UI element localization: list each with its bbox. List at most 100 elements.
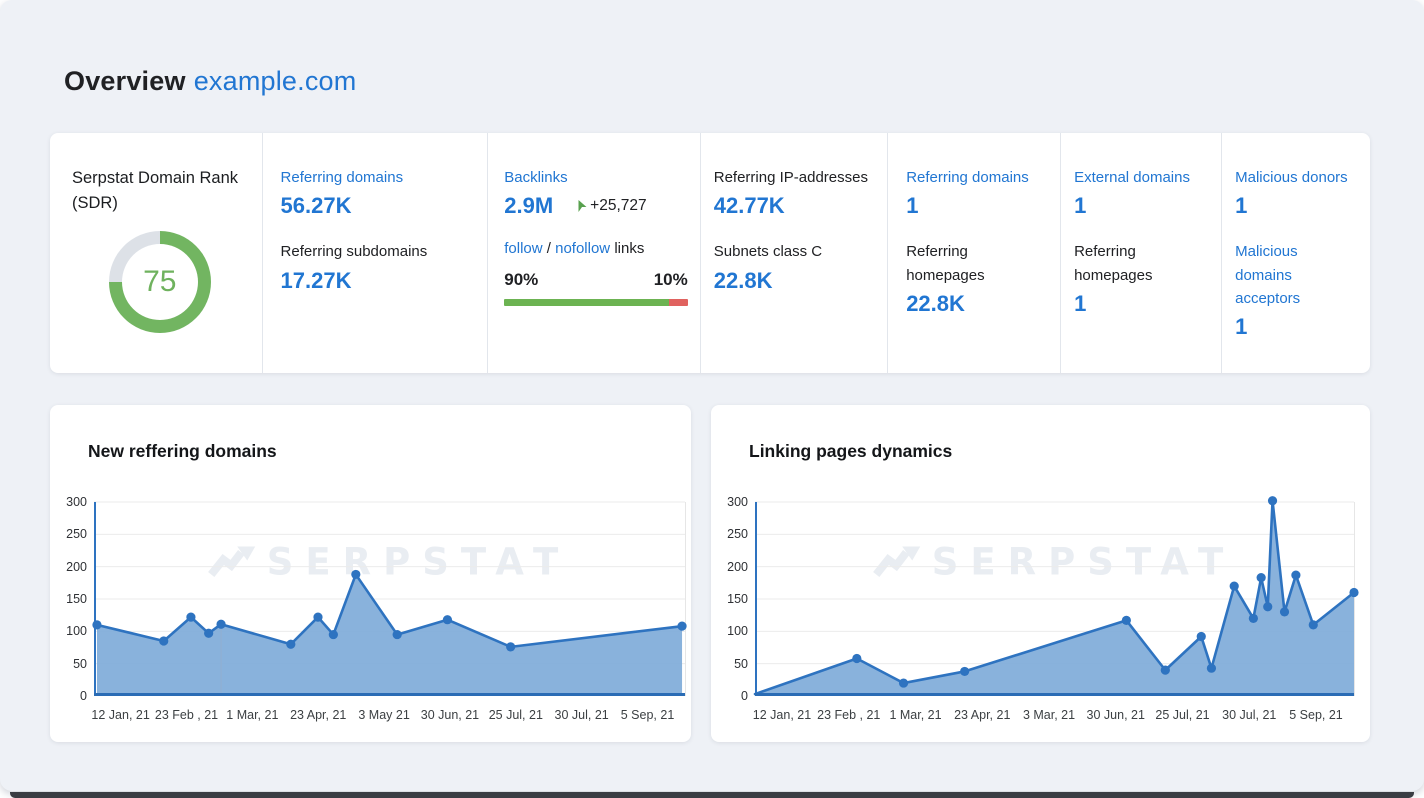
- x-axis: 12 Jan, 21 23 Feb , 21 1 Mar, 21 23 Apr, 21…: [91, 696, 686, 726]
- x-tick-label: 25 Jul, 21: [488, 708, 543, 722]
- follow-nofollow-row: follow / nofollow links: [504, 240, 688, 257]
- chart-title: Linking pages dynamics: [749, 441, 953, 461]
- malicious-acceptors-value[interactable]: 1: [1235, 314, 1248, 339]
- data-point-marker[interactable]: [1349, 587, 1359, 598]
- chart-area: 0 50 100 150 200 250 300 SERPSTAT 12 Jan, 21 23…: [721, 495, 1359, 726]
- referring-domains-value[interactable]: 56.27K: [280, 193, 352, 219]
- page-title-prefix: Overview: [64, 66, 186, 96]
- stat-col-referring: Referring domains 56.27K Referring subdo…: [263, 133, 489, 373]
- x-tick-label: 23 Feb , 21: [817, 708, 881, 722]
- referring-domains-2-value[interactable]: 1: [906, 193, 919, 219]
- y-tick-label: 100: [727, 624, 748, 639]
- data-point-marker[interactable]: [1160, 665, 1170, 675]
- data-point-marker[interactable]: [159, 636, 169, 646]
- serpstat-watermark: SERPSTAT: [207, 540, 571, 584]
- x-tick-label: 30 Jun, 21: [1086, 708, 1145, 722]
- stat-col-malicious: Malicious donors 1 Malicious domains acc…: [1222, 133, 1370, 373]
- analyzed-domain-link[interactable]: example.com: [193, 66, 357, 96]
- malicious-acceptors-link[interactable]: Malicious domains acceptors: [1235, 243, 1301, 307]
- data-point-marker[interactable]: [186, 612, 196, 622]
- data-point-marker[interactable]: [392, 629, 402, 640]
- data-point-marker[interactable]: [286, 639, 296, 649]
- stat-col-ip: Referring IP-addresses 42.77K Subnets cl…: [701, 133, 889, 373]
- nofollow-link[interactable]: nofollow: [555, 240, 611, 258]
- data-point-marker[interactable]: [216, 619, 226, 629]
- y-tick-label: 300: [66, 495, 87, 509]
- data-point-marker[interactable]: [1229, 581, 1239, 591]
- data-point-marker[interactable]: [328, 629, 338, 640]
- data-point-marker[interactable]: [92, 620, 102, 630]
- chart-title: New reffering domains: [88, 441, 277, 461]
- data-point-marker[interactable]: [898, 678, 909, 688]
- links-suffix: links: [614, 240, 645, 258]
- referring-subdomains-value[interactable]: 17.27K: [280, 267, 352, 293]
- malicious-donors-value[interactable]: 1: [1235, 193, 1248, 219]
- referring-ip-label: Referring IP-addresses: [713, 169, 868, 186]
- y-tick-label: 250: [66, 527, 87, 542]
- backlinks-value[interactable]: 2.9M: [504, 193, 554, 219]
- x-tick-label: 3 Mar, 21: [1022, 708, 1076, 722]
- chart-svg: [753, 496, 1359, 696]
- y-tick-label: 150: [66, 592, 87, 606]
- serpstat-watermark: SERPSTAT: [872, 540, 1236, 584]
- watermark-text: SERPSTAT: [266, 540, 571, 584]
- data-point-marker[interactable]: [1267, 496, 1278, 506]
- y-tick-label: 150: [727, 592, 748, 606]
- external-homepages-value[interactable]: 1: [1074, 290, 1087, 316]
- stat-col-backlinks: Backlinks 2.9M +25,727 follow / nofollow…: [488, 133, 701, 373]
- data-point-marker[interactable]: [1206, 663, 1217, 673]
- data-point-marker[interactable]: [1279, 607, 1290, 617]
- data-point-marker[interactable]: [204, 628, 214, 638]
- data-point-marker[interactable]: [1291, 570, 1301, 580]
- backlinks-value-row: 2.9M +25,727: [504, 193, 688, 219]
- data-point-marker[interactable]: [1263, 602, 1273, 612]
- chart-area: 0 50 100 150 200 250 300 SERPSTAT 12 Jan, 21 23…: [60, 495, 687, 726]
- data-point-marker[interactable]: [1248, 613, 1258, 623]
- x-tick-label: 23 Apr, 21: [290, 708, 347, 722]
- subnets-value[interactable]: 22.8K: [713, 267, 773, 293]
- data-point-marker[interactable]: [442, 615, 453, 625]
- backlinks-link[interactable]: Backlinks: [504, 169, 568, 186]
- y-tick-label: 100: [66, 624, 87, 639]
- data-point-marker[interactable]: [351, 569, 361, 580]
- x-axis: 12 Jan, 21 23 Feb , 21 1 Mar, 21 23 Apr, 21…: [753, 696, 1355, 726]
- sdr-value: 75: [143, 264, 177, 298]
- x-tick-label: 1 Mar, 21: [889, 708, 942, 722]
- watermark-text: SERPSTAT: [931, 540, 1236, 584]
- external-domains-value[interactable]: 1: [1074, 193, 1087, 219]
- stat-col-external: External domains 1 Referring homepages 1: [1061, 133, 1223, 373]
- data-point-marker[interactable]: [1256, 573, 1266, 583]
- data-point-marker[interactable]: [852, 653, 862, 664]
- external-domains-link[interactable]: External domains: [1074, 169, 1190, 186]
- chart-svg: [92, 501, 687, 696]
- follow-link[interactable]: follow: [504, 240, 543, 258]
- malicious-donors-link[interactable]: Malicious donors: [1235, 169, 1348, 186]
- data-point-marker[interactable]: [313, 612, 323, 622]
- referring-domains-link[interactable]: Referring domains: [280, 169, 404, 186]
- data-point-marker[interactable]: [677, 621, 687, 631]
- chart-card-linking-pages-dynamics: Linking pages dynamics 0 50 100 150 200 250 30…: [711, 405, 1370, 742]
- growth-arrow-icon: [578, 200, 587, 213]
- chart-plot: SERPSTAT: [92, 501, 687, 696]
- data-point-marker[interactable]: [1308, 620, 1318, 630]
- x-tick-label: 1 Mar, 21: [226, 708, 279, 722]
- y-tick-label: 0: [741, 689, 748, 703]
- referring-domains-2-link[interactable]: Referring domains: [906, 169, 1029, 186]
- x-tick-label: 12 Jan, 21: [91, 708, 150, 722]
- backlinks-delta: +25,727: [577, 197, 647, 215]
- x-tick-label: 25 Jul, 21: [1155, 708, 1210, 722]
- referring-ip-value[interactable]: 42.77K: [713, 193, 785, 219]
- y-tick-label: 250: [727, 527, 748, 542]
- subnets-label: Subnets class C: [713, 243, 823, 261]
- y-axis: 0 50 100 150 200 250 300: [60, 495, 94, 703]
- referring-homepages-value[interactable]: 22.8K: [906, 290, 965, 316]
- data-point-marker[interactable]: [506, 642, 516, 652]
- stat-col-referring-2: Referring domains 1 Referring homepages …: [888, 133, 1062, 373]
- charts-row: New reffering domains 0 50 100 150 200 250 300…: [50, 405, 1370, 742]
- x-tick-label: 23 Feb , 21: [154, 708, 219, 722]
- data-point-marker[interactable]: [1196, 631, 1206, 642]
- data-point-marker[interactable]: [960, 666, 970, 677]
- y-tick-label: 0: [80, 689, 87, 703]
- data-point-marker[interactable]: [1121, 615, 1131, 625]
